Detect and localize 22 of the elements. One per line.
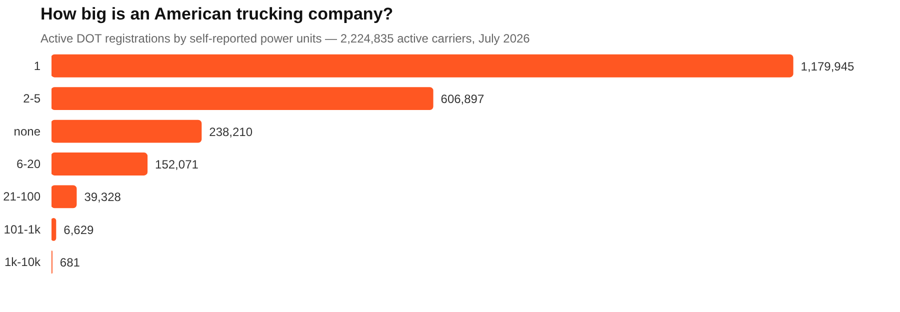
y-tick-label: 2-5 xyxy=(23,92,41,106)
data-label: 6,629 xyxy=(64,222,94,237)
data-label: 39,328 xyxy=(84,190,122,204)
bar xyxy=(52,185,77,208)
data-label: 1,179,945 xyxy=(800,59,855,74)
data-label: 152,071 xyxy=(155,158,199,172)
chart-subtitle: Active DOT registrations by self-reported power units — 2,224,835 active carriers, July 2026 xyxy=(40,32,530,46)
y-tick-label: none xyxy=(14,124,41,138)
y-tick-label: 6-20 xyxy=(16,157,41,171)
y-tick-label: 101-1k xyxy=(4,222,42,236)
data-label: 238,210 xyxy=(209,124,253,139)
bar xyxy=(52,152,148,176)
bar xyxy=(52,87,434,110)
data-label: 681 xyxy=(60,256,80,270)
bar xyxy=(52,120,202,143)
bar xyxy=(52,54,794,78)
chart-title: How big is an American trucking company? xyxy=(40,4,394,24)
data-label: 606,897 xyxy=(440,92,484,106)
y-tick-label: 1k-10k xyxy=(4,255,42,270)
y-tick-label: 21-100 xyxy=(3,190,41,204)
bar xyxy=(52,218,56,241)
y-tick-label: 1 xyxy=(34,58,41,73)
